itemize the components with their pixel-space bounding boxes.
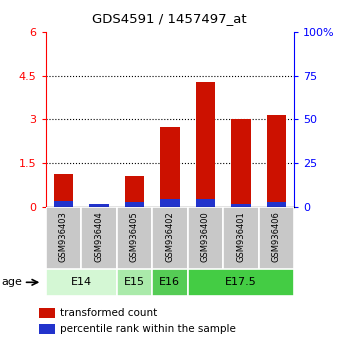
FancyBboxPatch shape (81, 207, 117, 269)
Text: GSM936402: GSM936402 (165, 211, 174, 262)
Text: GDS4591 / 1457497_at: GDS4591 / 1457497_at (92, 12, 246, 25)
FancyBboxPatch shape (188, 269, 294, 296)
Bar (196, 199, 215, 207)
Bar (196, 81, 215, 207)
Bar (267, 202, 286, 207)
Text: GSM936401: GSM936401 (236, 211, 245, 262)
FancyBboxPatch shape (188, 207, 223, 269)
Text: E14: E14 (71, 277, 92, 287)
FancyBboxPatch shape (46, 269, 117, 296)
Text: transformed count: transformed count (60, 308, 158, 318)
Text: E16: E16 (159, 277, 180, 287)
Text: percentile rank within the sample: percentile rank within the sample (60, 324, 236, 334)
Text: E15: E15 (124, 277, 145, 287)
FancyBboxPatch shape (117, 207, 152, 269)
Text: age: age (2, 277, 23, 287)
Bar (89, 204, 108, 207)
Text: GSM936400: GSM936400 (201, 211, 210, 262)
Bar (160, 127, 179, 207)
FancyBboxPatch shape (152, 207, 188, 269)
Bar (267, 115, 286, 207)
Text: GSM936403: GSM936403 (59, 211, 68, 262)
FancyBboxPatch shape (117, 269, 152, 296)
FancyBboxPatch shape (152, 269, 188, 296)
Text: GSM936406: GSM936406 (272, 211, 281, 262)
FancyBboxPatch shape (259, 207, 294, 269)
Bar (39, 308, 55, 318)
FancyBboxPatch shape (223, 207, 259, 269)
Bar (231, 120, 250, 207)
Text: GSM936404: GSM936404 (94, 211, 103, 262)
Bar (39, 324, 55, 334)
Text: GSM936405: GSM936405 (130, 211, 139, 262)
Bar (160, 199, 179, 207)
Bar (54, 173, 73, 207)
Bar (231, 204, 250, 207)
Text: E17.5: E17.5 (225, 277, 257, 287)
Bar (54, 201, 73, 207)
FancyBboxPatch shape (46, 207, 81, 269)
Bar (125, 202, 144, 207)
Bar (125, 176, 144, 207)
